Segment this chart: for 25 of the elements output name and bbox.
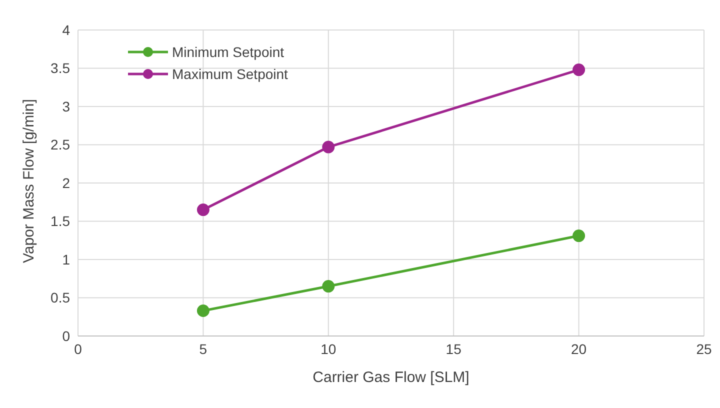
point bbox=[196, 304, 210, 318]
y-tick-label: 2.5 bbox=[50, 136, 70, 153]
x-tick-label: 15 bbox=[446, 340, 462, 357]
y-tick-label: 1.5 bbox=[50, 213, 70, 230]
legend-label: Minimum Setpoint bbox=[172, 44, 284, 60]
y-axis-title: Vapor Mass Flow [g/min] bbox=[20, 99, 38, 263]
x-axis-title: Carrier Gas Flow [SLM] bbox=[312, 369, 470, 386]
point bbox=[572, 230, 586, 242]
y-tick-label: 1 bbox=[62, 251, 70, 268]
x-tick-label: 25 bbox=[696, 340, 712, 357]
y-tick-label: 2 bbox=[62, 174, 70, 191]
y-tick-label: 4 bbox=[62, 22, 70, 38]
x-tick-label: 0 bbox=[74, 340, 82, 357]
y-tick-label: 3.5 bbox=[50, 60, 70, 76]
point bbox=[196, 204, 210, 216]
point bbox=[572, 64, 586, 76]
y-tick-label: 0 bbox=[62, 328, 70, 344]
legend-label: Maximum Setpoint bbox=[172, 66, 288, 82]
y-tick-label: 3 bbox=[62, 98, 70, 114]
x-tick-label: 20 bbox=[571, 340, 587, 357]
x-tick-label: 10 bbox=[320, 340, 336, 357]
y-tick-label: 0.5 bbox=[50, 290, 70, 306]
x-tick-label: 5 bbox=[199, 340, 208, 357]
point bbox=[322, 140, 335, 154]
point bbox=[322, 280, 335, 293]
